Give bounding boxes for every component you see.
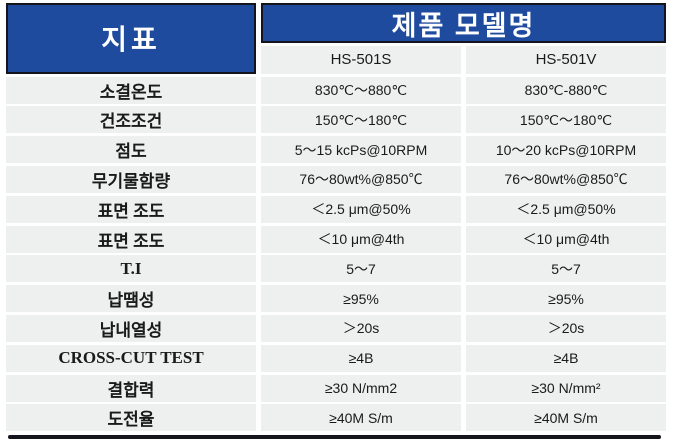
cell-hs501s: ＞20s	[261, 314, 461, 342]
row-label: 결합력	[6, 374, 256, 402]
cell-hs501s: ＜10 μm@4th	[261, 225, 461, 253]
model-name-hs501v: HS-501V	[466, 45, 666, 74]
row-label: CROSS-CUT TEST	[6, 344, 256, 372]
cell-hs501v: ≥4B	[466, 344, 666, 372]
cell-hs501v: 10～20 kcPs@10RPM	[466, 136, 666, 164]
cell-hs501v: 76～80wt%@850℃	[466, 165, 666, 193]
cell-hs501v: ≥30 N/mm²	[466, 374, 666, 402]
cell-hs501s: 76～80wt%@850℃	[261, 165, 461, 193]
cell-hs501s: ≥4B	[261, 344, 461, 372]
row-label: T.I	[6, 255, 256, 283]
row-label: 표면 조도	[6, 195, 256, 223]
cell-hs501s: ≥95%	[261, 285, 461, 313]
cell-hs501s: 830℃～880℃	[261, 76, 461, 104]
cell-hs501s: ≥40M S/m	[261, 404, 461, 432]
row-label: 건조조건	[6, 106, 256, 134]
model-name-hs501s: HS-501S	[261, 45, 461, 74]
row-label: 납내열성	[6, 314, 256, 342]
cell-hs501v: ＜10 μm@4th	[466, 225, 666, 253]
cell-hs501v: 830℃-880℃	[466, 76, 666, 104]
indicator-header-cell: 지표	[6, 3, 256, 74]
cell-hs501s: 5～15 kcPs@10RPM	[261, 136, 461, 164]
cell-hs501s: ＜2.5 μm@50%	[261, 195, 461, 223]
product-model-header-cell: 제품 모델명	[261, 3, 666, 43]
cell-hs501v: ≥40M S/m	[466, 404, 666, 432]
row-label: 납땜성	[6, 285, 256, 313]
spec-table-grid: 지표 제품 모델명 HS-501S HS-501V 소결온도 830℃～880℃…	[6, 3, 666, 432]
cell-hs501v: ≥95%	[466, 285, 666, 313]
cell-hs501s: 150℃～180℃	[261, 106, 461, 134]
cell-hs501v: 150℃～180℃	[466, 106, 666, 134]
row-label: 도전율	[6, 404, 256, 432]
row-label: 소결온도	[6, 76, 256, 104]
table-bottom-border	[8, 435, 661, 439]
cell-hs501v: ＞20s	[466, 314, 666, 342]
row-label: 점도	[6, 136, 256, 164]
cell-hs501s: ≥30 N/mm2	[261, 374, 461, 402]
cell-hs501v: ＜2.5 μm@50%	[466, 195, 666, 223]
cell-hs501s: 5～7	[261, 255, 461, 283]
cell-hs501v: 5～7	[466, 255, 666, 283]
row-label: 표면 조도	[6, 225, 256, 253]
row-label: 무기물함량	[6, 165, 256, 193]
